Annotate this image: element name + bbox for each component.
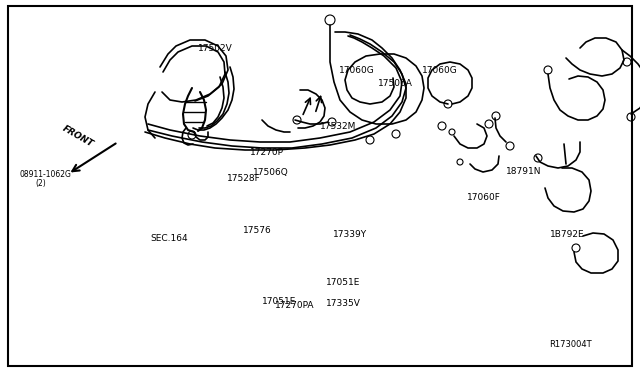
Text: 18791N: 18791N (506, 167, 541, 176)
Text: 17060F: 17060F (467, 193, 501, 202)
Text: (2): (2) (35, 179, 46, 187)
Text: 1B792E: 1B792E (550, 230, 585, 239)
Text: 17532M: 17532M (320, 122, 356, 131)
Text: 17506Q: 17506Q (253, 169, 289, 177)
Text: FRONT: FRONT (61, 124, 95, 149)
Text: 17506A: 17506A (378, 79, 412, 88)
Text: 17528F: 17528F (227, 174, 261, 183)
Text: 17339Y: 17339Y (333, 230, 367, 239)
Text: 17502V: 17502V (198, 44, 233, 53)
Text: 17051E: 17051E (326, 278, 361, 287)
Text: 08911-1062G: 08911-1062G (19, 170, 71, 179)
Text: SEC.164: SEC.164 (150, 234, 188, 243)
Text: 17335V: 17335V (326, 299, 361, 308)
Text: 17051E: 17051E (262, 297, 297, 306)
Text: 17270P: 17270P (250, 148, 284, 157)
Text: 17270PA: 17270PA (275, 301, 315, 310)
Text: 17576: 17576 (243, 226, 272, 235)
Text: 17060G: 17060G (339, 66, 375, 75)
Text: R173004T: R173004T (549, 340, 592, 349)
Text: 17060G: 17060G (422, 66, 458, 75)
